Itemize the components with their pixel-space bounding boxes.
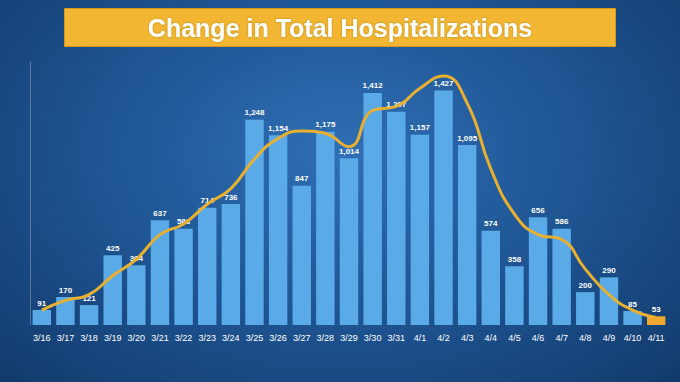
svg-text:1,412: 1,412 (363, 81, 384, 90)
svg-text:637: 637 (153, 209, 167, 218)
svg-text:121: 121 (82, 293, 96, 303)
svg-text:1,154: 1,154 (268, 124, 289, 133)
svg-text:4/3: 4/3 (461, 333, 474, 343)
svg-text:358: 358 (508, 255, 522, 264)
svg-text:3/24: 3/24 (222, 333, 240, 343)
svg-text:3/22: 3/22 (175, 333, 193, 343)
svg-text:85: 85 (628, 299, 637, 309)
svg-text:53: 53 (652, 305, 661, 314)
svg-text:200: 200 (579, 281, 593, 290)
svg-text:4/5: 4/5 (508, 333, 521, 343)
svg-text:586: 586 (555, 217, 569, 226)
svg-text:3/31: 3/31 (387, 333, 405, 343)
svg-text:Change in Total Hospitalizatio: Change in Total Hospitalizations (148, 14, 532, 42)
svg-text:3/23: 3/23 (198, 333, 216, 343)
svg-text:1,175: 1,175 (315, 120, 336, 129)
svg-text:364: 364 (129, 253, 143, 263)
svg-text:1,095: 1,095 (457, 134, 478, 143)
svg-text:736: 736 (224, 192, 238, 202)
svg-text:1,014: 1,014 (339, 147, 360, 156)
svg-text:3/26: 3/26 (269, 333, 287, 343)
svg-text:4/4: 4/4 (485, 333, 498, 343)
svg-text:3/25: 3/25 (246, 333, 264, 343)
svg-text:656: 656 (531, 206, 545, 215)
svg-text:3/16: 3/16 (33, 333, 51, 343)
svg-text:1,427: 1,427 (434, 79, 455, 88)
svg-text:3/29: 3/29 (340, 333, 358, 343)
svg-text:91: 91 (37, 299, 46, 308)
svg-text:4/9: 4/9 (603, 333, 616, 343)
svg-text:425: 425 (106, 244, 120, 253)
svg-text:4/8: 4/8 (579, 333, 592, 343)
svg-text:1,248: 1,248 (244, 108, 265, 117)
svg-text:714: 714 (200, 196, 214, 206)
svg-text:1,297: 1,297 (386, 100, 407, 110)
svg-text:3/28: 3/28 (317, 333, 335, 343)
svg-text:3/27: 3/27 (293, 333, 311, 343)
svg-text:4/6: 4/6 (532, 333, 545, 343)
svg-text:3/30: 3/30 (364, 333, 382, 343)
svg-text:3/17: 3/17 (57, 333, 75, 343)
svg-text:290: 290 (602, 266, 616, 275)
svg-text:847: 847 (295, 174, 309, 183)
svg-text:3/19: 3/19 (104, 333, 122, 343)
svg-text:4/11: 4/11 (648, 333, 665, 343)
svg-text:3/18: 3/18 (80, 333, 98, 343)
svg-text:3/21: 3/21 (151, 333, 169, 343)
svg-text:4/7: 4/7 (555, 333, 568, 343)
svg-text:4/1: 4/1 (414, 333, 427, 343)
svg-text:3/20: 3/20 (128, 333, 146, 343)
svg-text:4/10: 4/10 (624, 333, 642, 343)
svg-text:170: 170 (59, 286, 73, 295)
svg-text:4/2: 4/2 (437, 333, 450, 343)
svg-text:1,157: 1,157 (410, 123, 431, 132)
svg-text:574: 574 (484, 219, 498, 228)
